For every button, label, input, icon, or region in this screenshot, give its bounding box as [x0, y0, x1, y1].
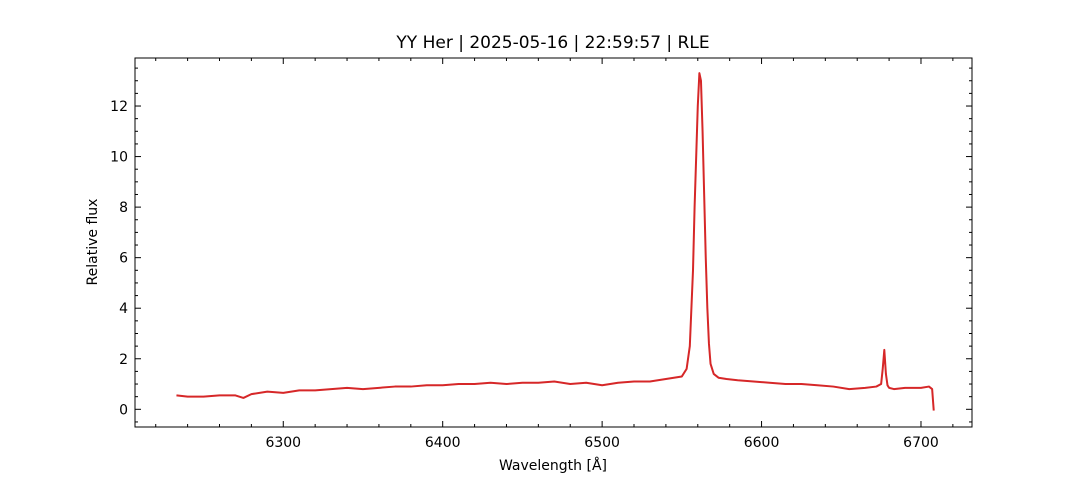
- chart-title: YY Her | 2025-05-16 | 22:59:57 | RLE: [395, 33, 709, 53]
- plot-frame: [134, 57, 973, 428]
- x-tick-label: 6300: [265, 435, 301, 451]
- x-tick-label: 6700: [903, 435, 939, 451]
- y-tick-label: 8: [119, 200, 128, 216]
- y-tick-label: 0: [119, 402, 128, 418]
- x-axis-title: Wavelength [Å]: [499, 457, 607, 474]
- y-axis: 0 2 4 6 8 10 12: [110, 67, 972, 423]
- y-tick-label: 4: [119, 301, 128, 317]
- y-tick-label: 10: [110, 150, 128, 166]
- spectrum-line: [176, 72, 935, 411]
- y-tick-label: 2: [119, 352, 128, 368]
- y-tick-label: 12: [110, 99, 128, 115]
- x-axis: 6300 6400 6500 6600 6700: [155, 58, 954, 451]
- y-axis-title: Relative flux: [85, 199, 101, 286]
- x-tick-label: 6400: [425, 435, 461, 451]
- plot-area: [176, 72, 935, 411]
- x-tick-label: 6500: [584, 435, 620, 451]
- y-tick-label: 6: [119, 251, 128, 267]
- x-tick-label: 6600: [744, 435, 780, 451]
